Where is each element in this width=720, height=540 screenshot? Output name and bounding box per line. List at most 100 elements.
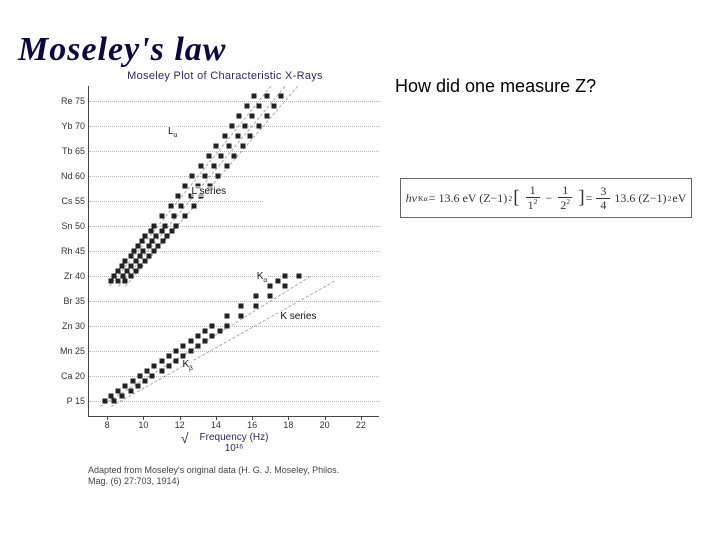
sqrt-symbol: √ [181,430,189,446]
data-point [242,124,247,129]
data-point [174,359,179,364]
data-point [119,264,124,269]
data-point [250,114,255,119]
data-point [264,114,269,119]
data-point [257,124,262,129]
data-point [239,304,244,309]
data-point [112,399,117,404]
data-point [130,379,135,384]
data-point [226,144,231,149]
data-point [190,174,195,179]
eq-frac2-den: 22 [556,198,574,212]
data-point [268,284,273,289]
data-point [150,239,155,244]
equation-box: hνKα = 13.6 eV (Z−1)2 [ 1 12 − 1 22 ] = … [400,178,692,218]
y-tick-label: Zr 40 [43,271,85,281]
data-point [268,294,273,299]
data-point [148,229,153,234]
data-point [215,174,220,179]
data-point [264,94,269,99]
y-tick-label: Zn 30 [43,321,85,331]
y-tick-label: Ca 20 [43,371,85,381]
data-point [253,294,258,299]
data-point [123,384,128,389]
data-point [174,224,179,229]
data-point [146,244,151,249]
data-point [170,229,175,234]
data-point [192,204,197,209]
data-point [135,384,140,389]
x-tick-label: 10 [138,420,148,430]
x-axis-label: Frequency (Hz) 10¹⁶ [89,432,379,454]
data-point [179,204,184,209]
chart-annotation-Kalpha: Kα [256,271,268,284]
data-point [145,369,150,374]
grid-line [89,301,379,302]
x-tick-label: 14 [211,420,221,430]
chart-credit: Adapted from Moseley's original data (H.… [88,465,348,487]
data-point [213,144,218,149]
data-point [103,399,108,404]
x-tick-label: 18 [283,420,293,430]
eq-frac3: 3 4 [596,185,610,211]
data-point [195,334,200,339]
data-point [174,349,179,354]
grid-line [89,101,379,102]
data-point [203,339,208,344]
data-point [248,134,253,139]
chart-annotation-Lseries: L series [191,186,228,197]
y-tick-label: Br 35 [43,296,85,306]
equation-content: hνKα = 13.6 eV (Z−1)2 [ 1 12 − 1 22 ] = … [406,184,687,211]
y-tick-label: Yb 70 [43,121,85,131]
eq-lbracket: [ [513,187,519,209]
data-point [195,344,200,349]
data-point [152,364,157,369]
y-tick-label: Rh 45 [43,246,85,256]
eq-rhs: 13.6 (Z−1) [614,191,666,206]
data-point [168,204,173,209]
data-point [235,134,240,139]
data-point [128,254,133,259]
eq-eq2: = [586,191,593,206]
data-point [230,124,235,129]
data-point [237,114,242,119]
data-point [241,144,246,149]
data-point [128,389,133,394]
eq-frac2-num: 1 [558,184,572,198]
data-point [210,324,215,329]
data-point [152,224,157,229]
data-point [253,304,258,309]
data-point [217,329,222,334]
data-point [244,104,249,109]
y-tick-label: Sn 50 [43,221,85,231]
grid-line [89,401,379,402]
data-point [152,249,157,254]
x-tick-label: 8 [105,420,110,430]
y-tick-label: Nd 60 [43,171,85,181]
x-axis-label-text: Frequency (Hz) [200,432,269,443]
data-point [135,244,140,249]
eq-frac3-num: 3 [596,185,610,199]
eq-frac1-num: 1 [526,184,540,198]
data-point [123,279,128,284]
chart-annotation-Kseries: K series [279,311,317,322]
data-point [150,374,155,379]
data-point [279,94,284,99]
data-point [116,279,121,284]
chart-annotation-Lalpha: Lα [167,126,178,139]
x-tick-label: 12 [175,420,185,430]
data-point [282,274,287,279]
eq-frac2: 1 22 [556,184,574,211]
data-point [175,194,180,199]
data-point [166,364,171,369]
data-point [181,344,186,349]
data-point [232,154,237,159]
grid-line [89,226,379,227]
data-point [119,394,124,399]
eq-rbracket: ] [578,187,584,209]
data-point [128,264,133,269]
data-point [206,154,211,159]
data-point [282,284,287,289]
data-point [159,369,164,374]
data-point [134,269,139,274]
